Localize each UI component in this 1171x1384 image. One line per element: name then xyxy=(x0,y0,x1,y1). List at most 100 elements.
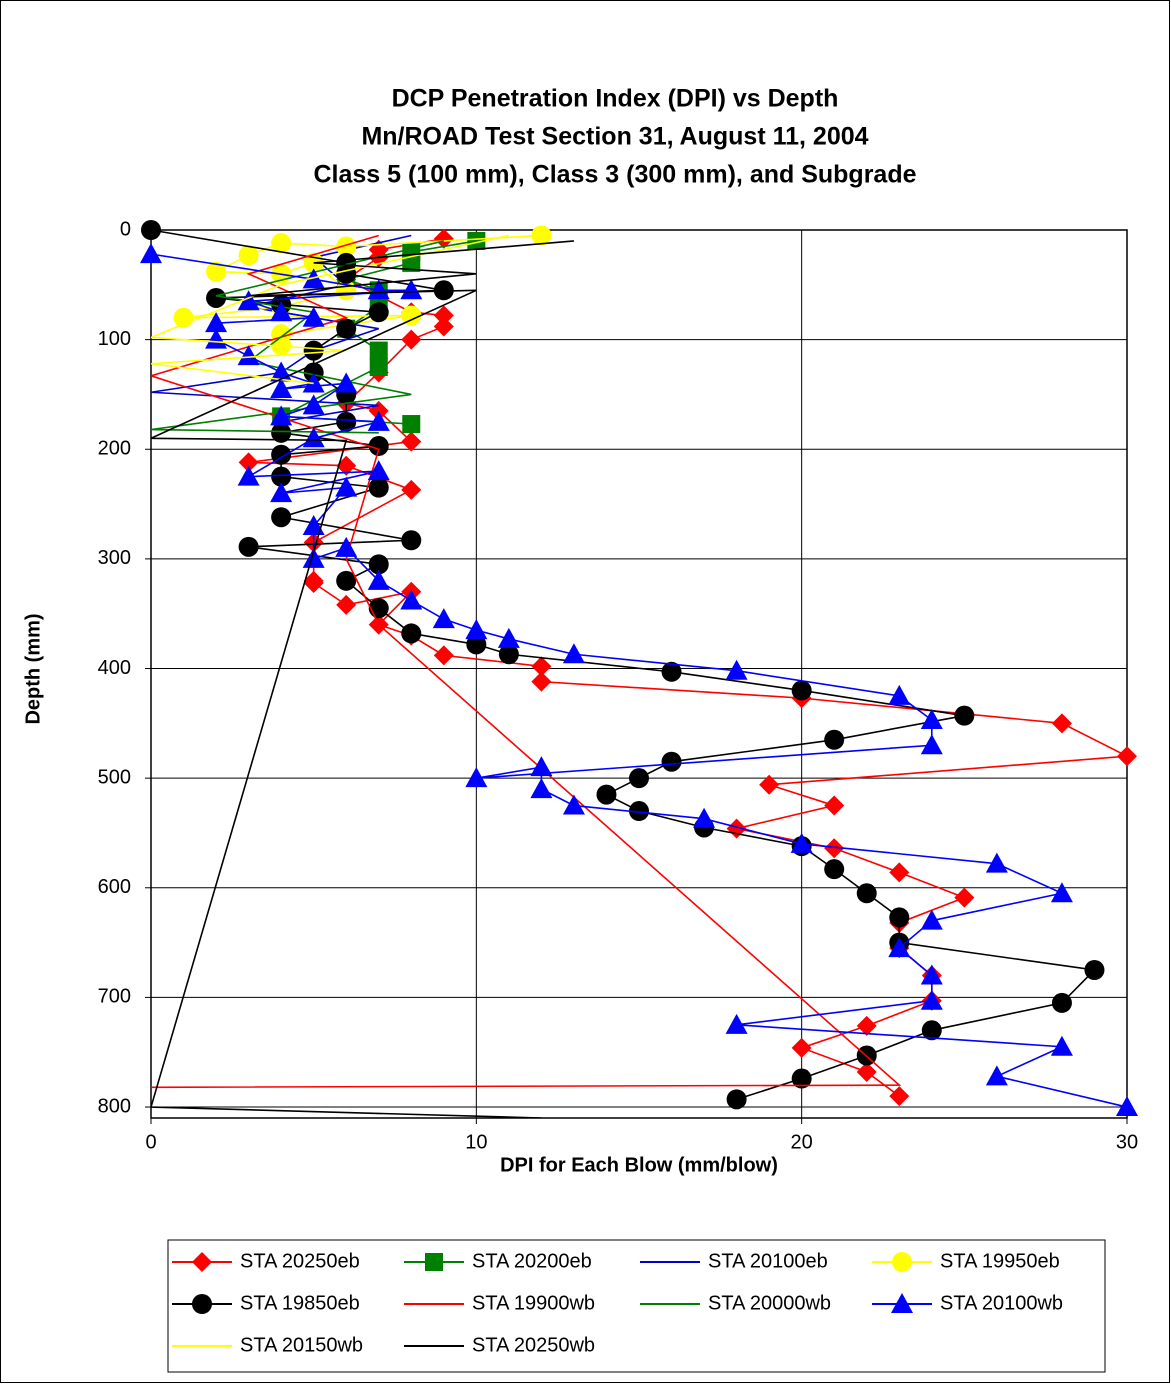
marker xyxy=(824,838,845,859)
marker xyxy=(302,372,325,393)
marker xyxy=(238,245,259,266)
y-tick-label: 0 xyxy=(120,218,131,240)
series-line xyxy=(151,234,902,1089)
marker xyxy=(433,645,454,666)
marker xyxy=(237,345,260,366)
marker xyxy=(531,671,552,692)
marker xyxy=(335,476,358,497)
y-tick-label: 100 xyxy=(98,328,131,350)
series-line xyxy=(151,234,412,423)
legend-label: STA 19950eb xyxy=(940,1250,1060,1272)
marker xyxy=(368,302,389,323)
marker xyxy=(336,594,357,615)
marker xyxy=(401,479,422,500)
legend-marker xyxy=(192,1252,212,1272)
marker xyxy=(954,705,975,726)
marker xyxy=(1050,1035,1073,1056)
legend-label: STA 19900wb xyxy=(472,1292,595,1314)
marker xyxy=(270,482,293,503)
marker xyxy=(303,340,324,361)
marker xyxy=(336,236,357,257)
marker xyxy=(726,1089,747,1110)
marker xyxy=(531,225,552,246)
marker xyxy=(693,807,716,828)
legend-marker xyxy=(891,1293,913,1313)
series-line xyxy=(151,234,510,385)
y-tick-label: 600 xyxy=(98,876,131,898)
marker xyxy=(726,818,747,839)
marker xyxy=(791,680,812,701)
marker xyxy=(369,341,388,360)
marker xyxy=(402,415,421,434)
series-line xyxy=(151,229,1097,1101)
marker xyxy=(401,431,422,452)
marker xyxy=(433,305,454,326)
marker xyxy=(562,794,585,815)
marker xyxy=(368,477,389,498)
marker xyxy=(661,661,682,682)
marker xyxy=(400,279,423,300)
y-tick-label: 200 xyxy=(98,438,131,460)
legend-label: STA 20000wb xyxy=(708,1292,831,1314)
marker xyxy=(824,795,845,816)
marker xyxy=(530,756,553,777)
legend-label: STA 20250wb xyxy=(472,1334,595,1356)
marker xyxy=(856,1015,877,1036)
marker xyxy=(467,231,486,250)
marker xyxy=(302,427,325,448)
marker xyxy=(335,372,358,393)
marker xyxy=(401,530,422,551)
x-tick-label: 0 xyxy=(145,1131,156,1153)
marker xyxy=(432,608,455,629)
marker xyxy=(531,656,552,677)
marker xyxy=(921,1020,942,1041)
marker xyxy=(303,573,324,594)
marker xyxy=(367,410,390,431)
marker xyxy=(400,589,423,610)
marker xyxy=(271,422,292,443)
marker xyxy=(140,243,162,264)
marker xyxy=(466,634,487,655)
marker xyxy=(530,778,553,799)
y-axis-label: Depth (mm) xyxy=(22,613,44,724)
marker xyxy=(302,394,325,415)
marker xyxy=(629,768,649,789)
marker xyxy=(791,1037,812,1058)
y-tick-label: 800 xyxy=(98,1095,131,1117)
marker xyxy=(336,318,357,339)
marker xyxy=(1116,1096,1138,1117)
marker xyxy=(596,784,617,805)
marker xyxy=(920,734,943,755)
marker xyxy=(401,305,422,326)
marker xyxy=(725,1013,748,1034)
marker xyxy=(856,883,877,904)
marker xyxy=(335,536,358,557)
y-tick-label: 300 xyxy=(98,547,131,569)
marker xyxy=(562,643,585,664)
marker xyxy=(271,233,292,254)
marker xyxy=(888,937,911,958)
y-tick-label: 700 xyxy=(98,986,131,1008)
marker xyxy=(791,1068,812,1089)
marker xyxy=(498,644,519,665)
legend-label: STA 19850eb xyxy=(240,1292,360,1314)
marker xyxy=(206,261,227,282)
marker xyxy=(888,684,911,705)
chart-title: DCP Penetration Index (DPI) vs Depth xyxy=(392,85,839,113)
marker xyxy=(401,329,422,350)
chart-title: Class 5 (100 mm), Class 3 (300 mm), and … xyxy=(313,161,916,189)
marker xyxy=(497,627,520,648)
marker xyxy=(889,1086,910,1107)
chart-title: Mn/ROAD Test Section 31, August 11, 2004 xyxy=(361,123,868,151)
marker xyxy=(367,279,390,300)
legend-label: STA 20150wb xyxy=(240,1334,363,1356)
marker xyxy=(790,832,813,853)
marker xyxy=(205,312,228,333)
y-tick-label: 400 xyxy=(98,657,131,679)
marker xyxy=(367,460,390,481)
marker xyxy=(985,1065,1008,1086)
marker xyxy=(920,964,943,985)
marker xyxy=(367,569,390,590)
